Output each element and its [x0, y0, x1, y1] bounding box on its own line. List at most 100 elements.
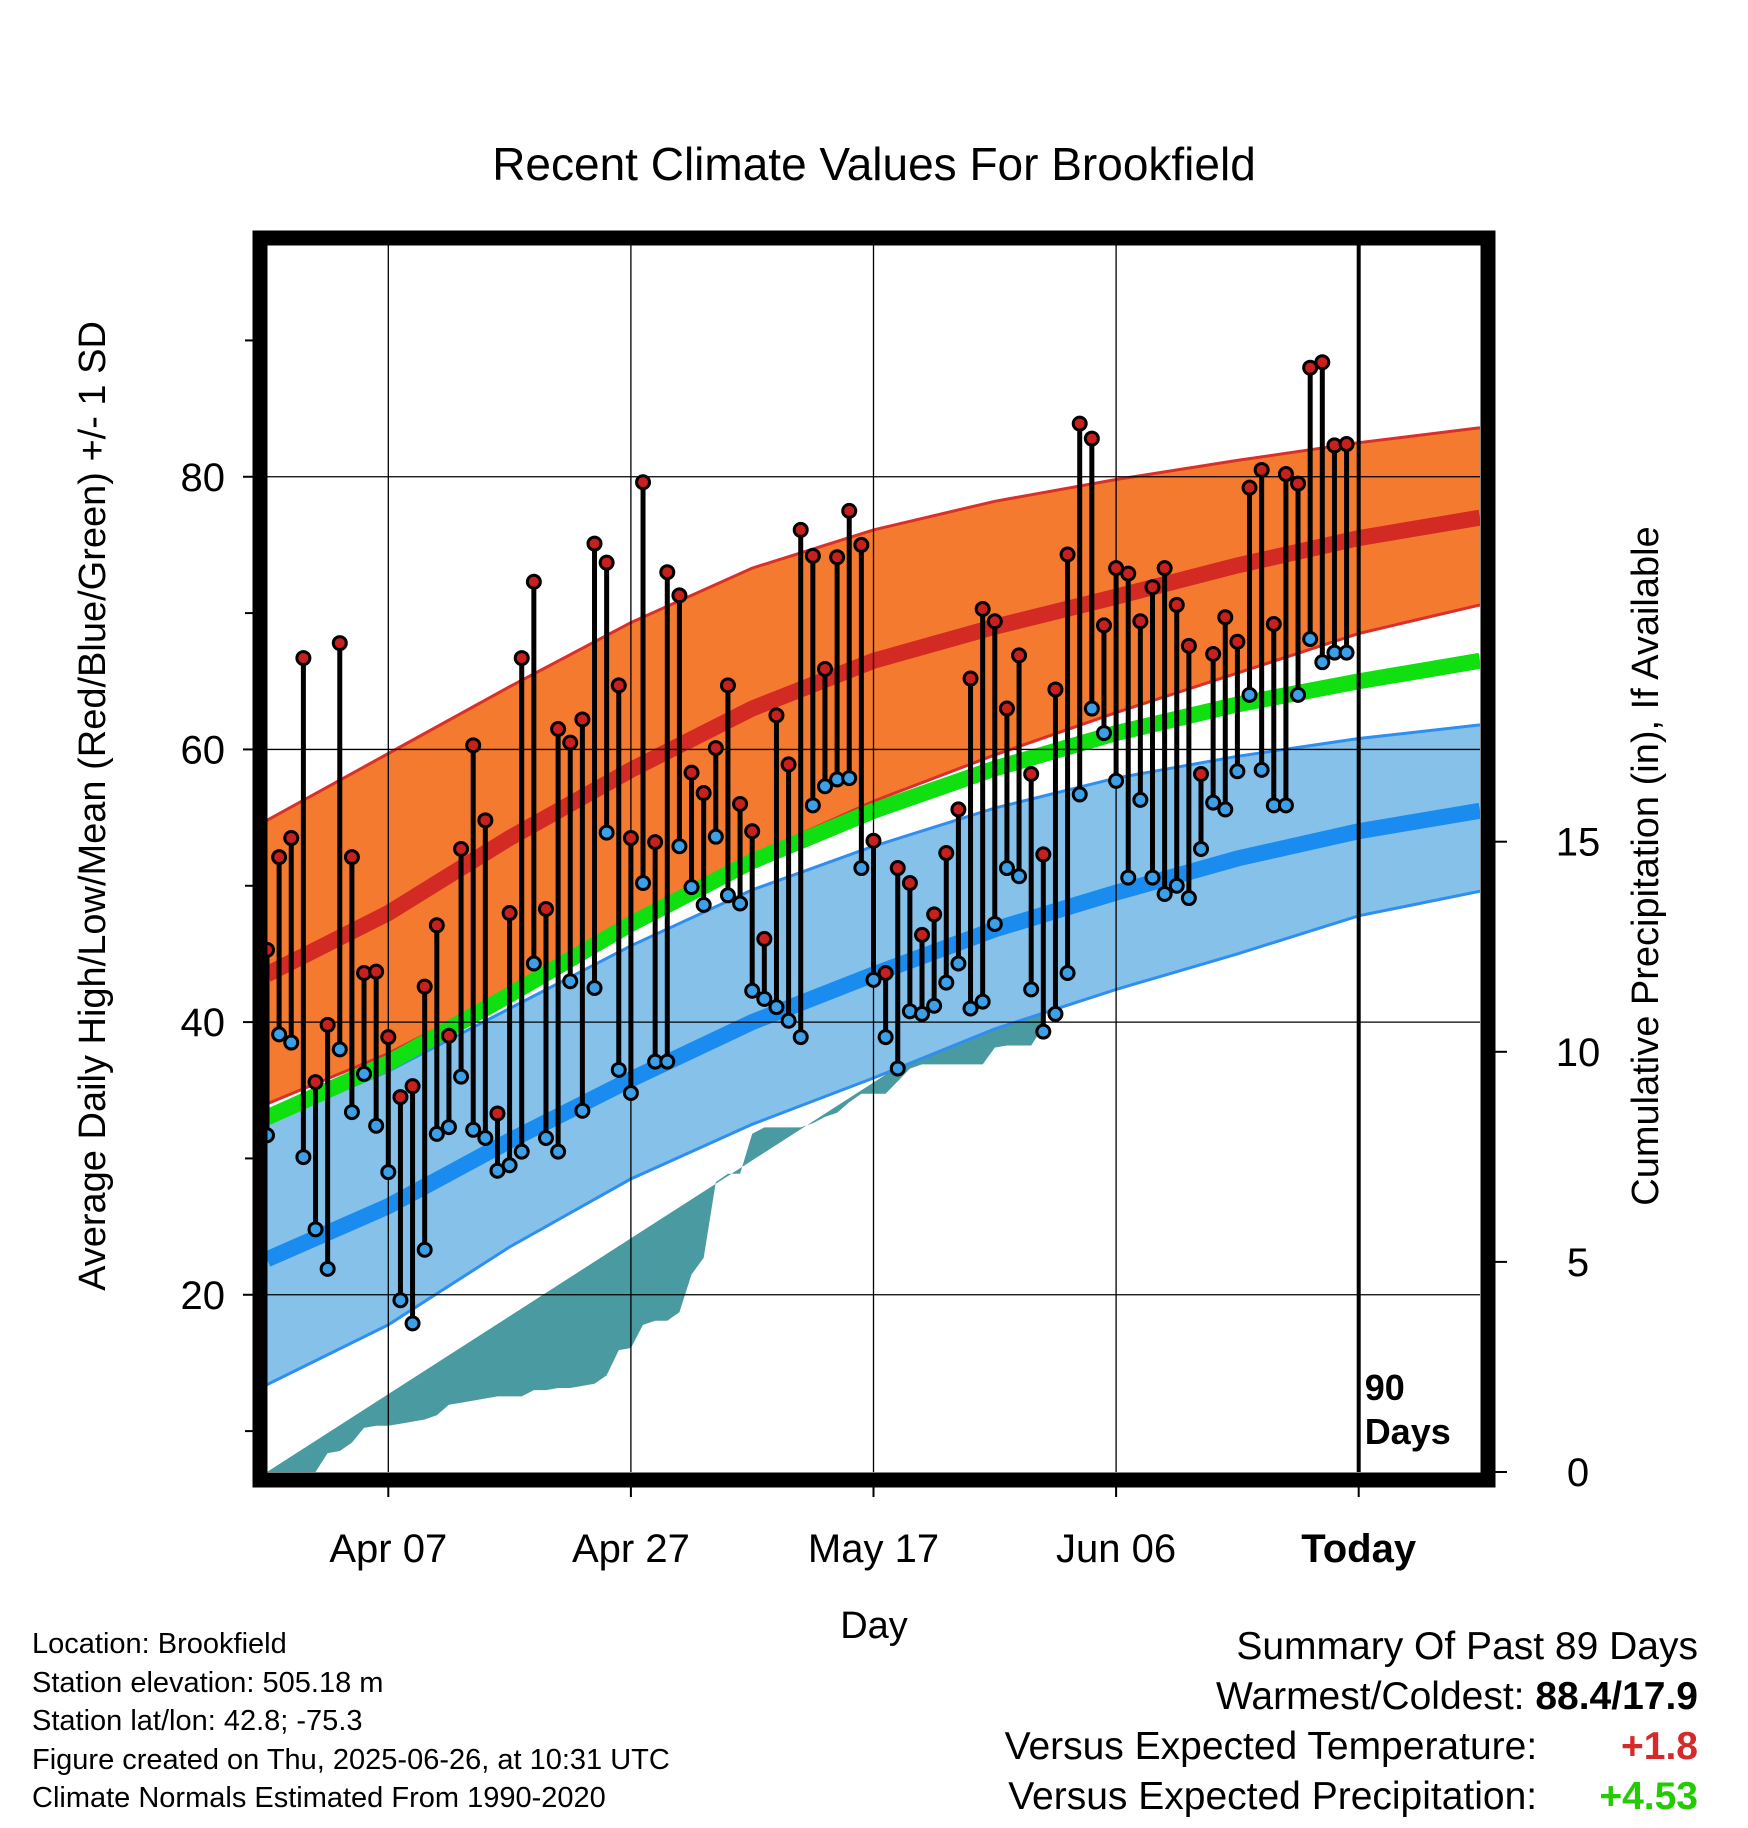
daily-high-point — [889, 860, 906, 877]
station-info: Location: Brookfield Station elevation: … — [32, 1625, 670, 1818]
daily-low-point — [1338, 644, 1355, 661]
daily-low-point — [877, 1029, 894, 1046]
daily-low-point — [440, 1119, 457, 1136]
daily-high-point — [1035, 846, 1052, 863]
daily-high-point — [1229, 633, 1246, 650]
daily-high-point — [1338, 436, 1355, 453]
daily-high-point — [1168, 596, 1185, 613]
daily-high-point — [1205, 646, 1222, 662]
warmest-coldest-label: Warmest/Coldest: — [1216, 1675, 1525, 1718]
daily-high-point — [732, 795, 749, 812]
y-tick-label: 40 — [181, 1001, 226, 1045]
days-window-label-part: 90 — [1365, 1367, 1405, 1408]
days-window-label-part: Days — [1365, 1411, 1451, 1452]
daily-high-point — [416, 978, 433, 995]
daily-high-point — [1253, 461, 1270, 478]
daily-high-point — [404, 1078, 421, 1095]
daily-high-point — [598, 554, 615, 571]
daily-low-point — [671, 838, 688, 855]
daily-high-point — [295, 650, 312, 667]
daily-high-point — [671, 587, 688, 604]
elevation-text: Station elevation: 505.18 m — [32, 1666, 384, 1699]
daily-high-point — [865, 832, 882, 849]
daily-high-point — [489, 1105, 506, 1122]
daily-high-point — [586, 535, 603, 552]
daily-high-point — [1277, 466, 1294, 483]
daily-high-point — [331, 635, 348, 652]
daily-low-point — [695, 896, 712, 913]
daily-low-point — [610, 1061, 627, 1078]
daily-high-point — [998, 700, 1015, 717]
daily-low-point — [635, 875, 652, 892]
daily-high-point — [804, 547, 821, 564]
plot-area: 90 Days 20 40 60 80 0 5 10 15 Apr 07 Apr 27 May 17 Ju… — [181, 230, 1600, 1571]
daily-low-point — [622, 1084, 639, 1101]
daily-low-point — [1302, 631, 1319, 648]
temperature-departure-label: Versus Expected Temperature: — [1004, 1725, 1538, 1768]
plot-frame — [252, 230, 1496, 1488]
daily-high-point — [926, 906, 943, 923]
daily-high-point — [829, 549, 846, 566]
daily-low-point — [962, 1000, 979, 1017]
warmest-coldest-row: Warmest/Coldest: 88.4/17.9 — [1005, 1672, 1698, 1722]
daily-high-point — [343, 849, 360, 866]
created-text: Figure created on Thu, 2025-06-26, at 10… — [32, 1743, 670, 1776]
daily-low-point — [1217, 801, 1234, 818]
daily-high-point — [1071, 415, 1088, 432]
days-window-label: 90 Days — [1365, 1367, 1451, 1452]
daily-high-point — [707, 740, 724, 757]
daily-high-point — [1241, 479, 1258, 496]
daily-low-point — [267, 1127, 275, 1144]
daily-low-point — [1193, 840, 1210, 857]
daily-low-point — [356, 1065, 373, 1082]
daily-high-point — [986, 613, 1003, 630]
daily-low-point — [756, 990, 773, 1007]
daily-high-point — [465, 737, 482, 754]
daily-low-point — [998, 860, 1015, 877]
daily-high-point — [1290, 475, 1307, 492]
daily-low-point — [1071, 786, 1088, 803]
daily-high-point — [1314, 354, 1331, 371]
daily-low-point — [986, 915, 1003, 932]
temperature-departure-row: Versus Expected Temperature: +1.8 — [1005, 1722, 1698, 1772]
daily-low-point — [562, 973, 579, 990]
daily-low-point — [501, 1157, 518, 1174]
daily-low-point — [683, 879, 700, 896]
daily-high-point — [816, 660, 833, 677]
daily-low-point — [780, 1012, 797, 1029]
daily-high-point — [877, 965, 894, 982]
precipitation-departure-row: Versus Expected Precipitation: +4.53 — [1005, 1772, 1698, 1822]
daily-high-point — [756, 930, 773, 947]
daily-low-point — [926, 997, 943, 1014]
daily-high-point — [1023, 765, 1040, 782]
precipitation-departure-value: +4.53 — [1599, 1775, 1698, 1818]
daily-low-point — [914, 1005, 931, 1022]
daily-high-point — [1132, 613, 1149, 630]
daily-high-point — [950, 801, 967, 818]
daily-low-point — [1059, 965, 1076, 982]
daily-low-point — [768, 999, 785, 1016]
daily-high-point — [938, 845, 955, 862]
x-tick-label: Apr 07 — [329, 1527, 447, 1571]
daily-low-point — [271, 1026, 288, 1043]
summary-panel: Summary Of Past 89 Days Warmest/Coldest:… — [1005, 1622, 1698, 1822]
y-tick-label: 80 — [181, 456, 226, 500]
daily-high-point — [267, 941, 275, 958]
y2-tick-label: 0 — [1567, 1451, 1589, 1495]
daily-low-point — [841, 770, 858, 787]
y-axis-label: Average Daily High/Low/Mean (Red/Blue/Gr… — [72, 321, 114, 1291]
daily-high-point — [635, 474, 652, 491]
daily-low-point — [950, 955, 967, 972]
daily-high-point — [513, 650, 530, 667]
daily-low-point — [550, 1143, 567, 1160]
daily-high-point — [974, 601, 991, 618]
daily-high-point — [271, 849, 288, 866]
daily-low-point — [1108, 772, 1125, 789]
y-tick-label: 60 — [181, 728, 226, 772]
daily-low-point — [453, 1068, 470, 1085]
daily-high-point — [1059, 546, 1076, 563]
daily-high-point — [780, 756, 797, 773]
y2-axis-label: Cumulative Precipitation (in), If Availa… — [1625, 526, 1667, 1205]
daily-low-point — [1205, 794, 1222, 811]
daily-low-point — [477, 1129, 494, 1146]
